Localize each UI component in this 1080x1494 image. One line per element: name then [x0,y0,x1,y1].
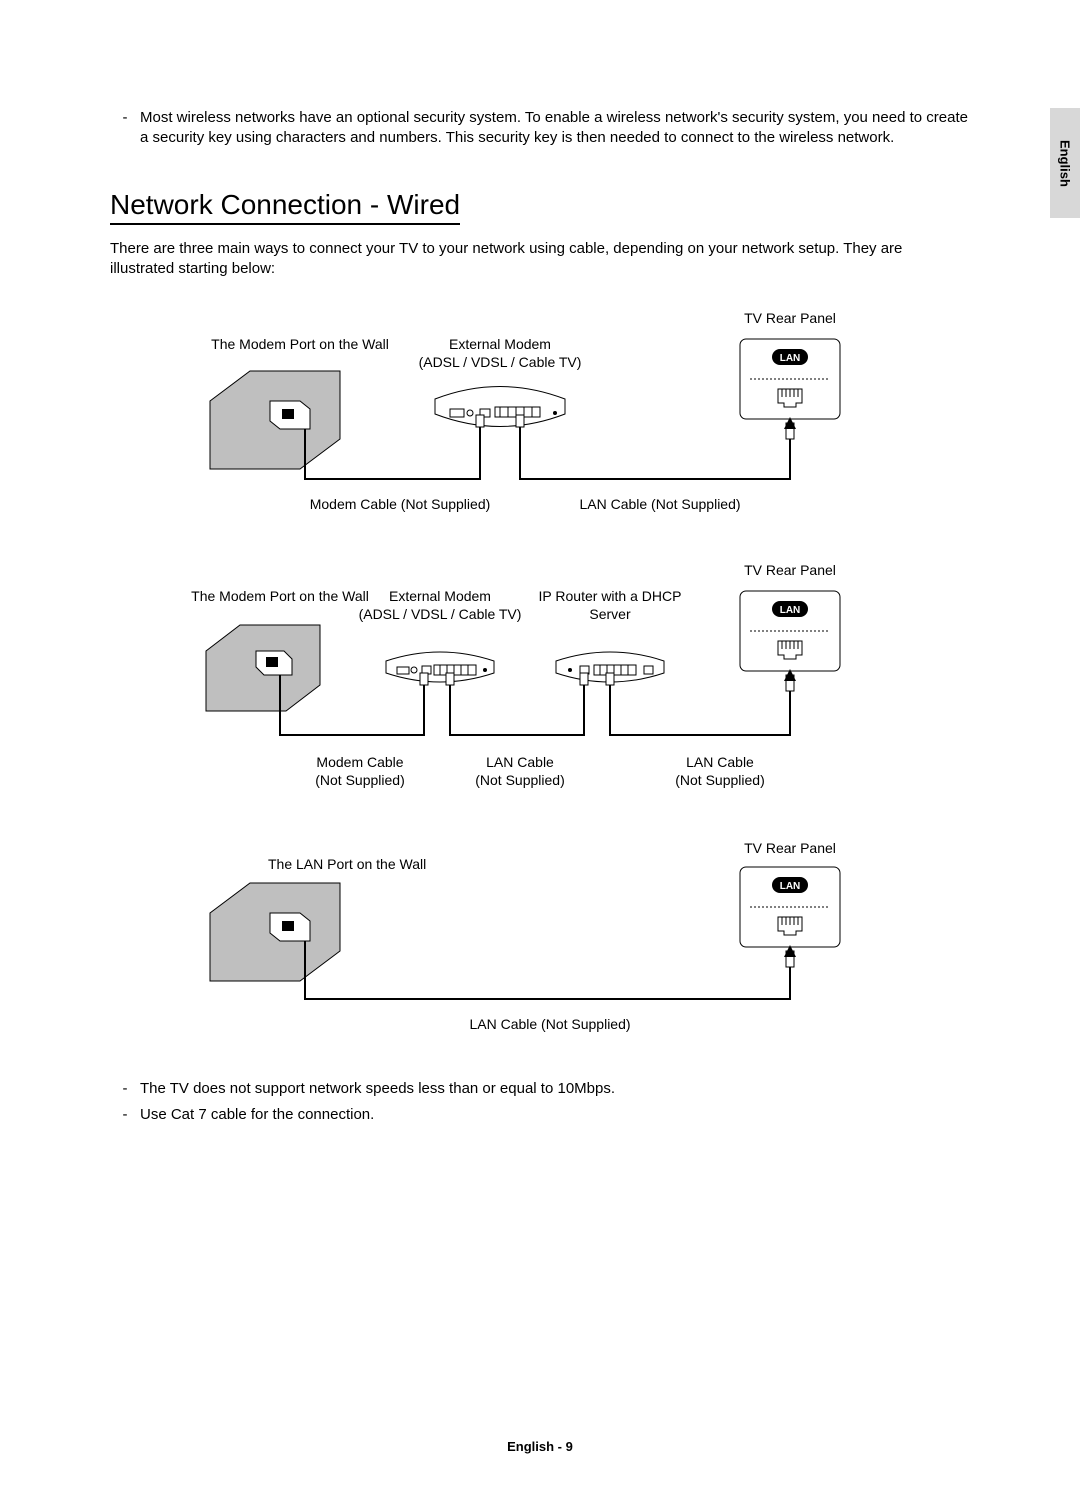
wall-plate-icon [210,883,340,981]
modem-icon [435,387,565,427]
section-title: Network Connection - Wired [110,189,460,225]
d3-tv-label: TV Rear Panel [744,840,836,856]
d2-wall-label: The Modem Port on the Wall [191,588,369,604]
d2-c1l2: (Not Supplied) [315,772,405,788]
footer-note-2: Use Cat 7 cable for the connection. [140,1105,374,1125]
cable-wall-tv [305,941,796,999]
diagram-1-svg: The Modem Port on the Wall External Mode… [150,309,910,519]
d3-cable1: LAN Cable (Not Supplied) [469,1016,630,1032]
bullet-dash: - [110,1079,140,1099]
footer-note-1-row: - The TV does not support network speeds… [110,1079,970,1099]
cable-modem-router [446,673,588,735]
top-note-row: - Most wireless networks have an optiona… [110,108,970,149]
d1-tv-label: TV Rear Panel [744,310,836,326]
d1-wall-label: The Modem Port on the Wall [211,336,389,352]
d3-lan-badge: LAN [780,881,801,892]
tv-panel-icon: LAN [740,867,840,947]
top-note-text: Most wireless networks have an optional … [140,108,970,149]
tv-panel-icon: LAN [740,339,840,419]
intro-text: There are three main ways to connect you… [110,239,970,280]
d2-modem-label1: External Modem [389,588,491,604]
d2-c2l1: LAN Cable [486,754,554,770]
d2-router-label1: IP Router with a DHCP [539,588,682,604]
diagram-3-svg: The LAN Port on the Wall TV Rear Panel L… [150,839,910,1039]
page-footer: English - 9 [0,1439,1080,1454]
d2-modem-label2: (ADSL / VDSL / Cable TV) [359,606,522,622]
d1-cable2: LAN Cable (Not Supplied) [579,496,740,512]
d2-c1l1: Modem Cable [316,754,403,770]
language-tab: English [1050,108,1080,218]
wall-plate-icon [210,371,340,469]
d1-modem-label2: (ADSL / VDSL / Cable TV) [419,354,582,370]
d2-lan-badge: LAN [780,605,801,616]
d2-router-label2: Server [589,606,631,622]
modem-icon [386,652,494,682]
tv-panel-icon: LAN [740,591,840,671]
d3-wall-label: The LAN Port on the Wall [268,856,426,872]
wall-plate-icon [206,625,320,711]
diagram-1: The Modem Port on the Wall External Mode… [150,309,970,519]
d2-c2l2: (Not Supplied) [475,772,565,788]
bullet-dash: - [110,1105,140,1125]
page-content: - Most wireless networks have an optiona… [110,108,970,1132]
bullet-dash: - [110,108,140,149]
language-tab-label: English [1058,140,1073,187]
diagram-2-svg: The Modem Port on the Wall External Mode… [150,559,910,799]
footer-note-2-row: - Use Cat 7 cable for the connection. [110,1105,970,1125]
d2-c3l1: LAN Cable [686,754,754,770]
d1-cable1: Modem Cable (Not Supplied) [310,496,491,512]
diagram-2: The Modem Port on the Wall External Mode… [150,559,970,799]
footer-note-1: The TV does not support network speeds l… [140,1079,615,1099]
footer-notes: - The TV does not support network speeds… [110,1079,970,1126]
cable-modem-tv [516,415,796,479]
d1-modem-label1: External Modem [449,336,551,352]
d1-lan-badge: LAN [780,353,801,364]
diagram-3: The LAN Port on the Wall TV Rear Panel L… [150,839,970,1039]
d2-tv-label: TV Rear Panel [744,562,836,578]
d2-c3l2: (Not Supplied) [675,772,765,788]
